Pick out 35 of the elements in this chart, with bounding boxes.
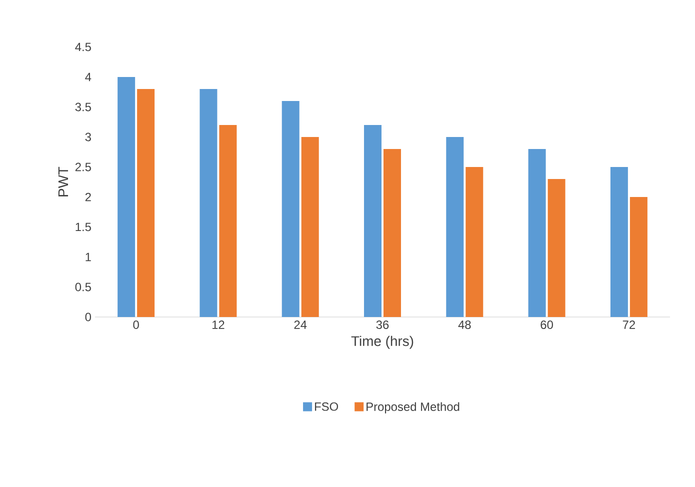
bar (466, 167, 484, 318)
y-tick-label: 4 (85, 72, 92, 82)
legend-label: FSO (315, 402, 338, 411)
y-tick-label: 3 (85, 132, 91, 142)
x-tick-label: 12 (212, 320, 224, 329)
bar (610, 167, 628, 318)
y-tick-label: 2 (85, 192, 91, 202)
bar (282, 101, 300, 318)
x-axis-title: Time (hrs) (351, 336, 414, 349)
y-tick-label: 1.5 (76, 222, 91, 232)
y-tick-label: 3.5 (75, 102, 91, 112)
bar (219, 125, 237, 318)
x-tick-label: 24 (294, 320, 307, 329)
bar (630, 197, 648, 318)
x-tick-label: 72 (622, 320, 635, 329)
bar (446, 137, 464, 318)
bar (137, 89, 155, 318)
bar (364, 125, 382, 318)
bar (384, 149, 401, 318)
bar (528, 149, 546, 318)
x-tick-label: 60 (540, 320, 553, 329)
bar (118, 77, 136, 318)
y-axis-title: PWT (58, 166, 68, 196)
x-tick-label: 0 (133, 320, 139, 329)
y-tick-label: 0.5 (75, 282, 91, 292)
y-tick-label: 1 (86, 252, 91, 262)
legend-label: Proposed Method (366, 402, 460, 414)
bar (548, 179, 566, 318)
y-tick-label: 2.5 (75, 162, 91, 172)
y-tick-label: 4.5 (75, 42, 91, 52)
x-tick-label: 36 (376, 320, 389, 329)
bar (301, 137, 319, 318)
y-tick-label: 0 (85, 312, 92, 322)
bar (200, 89, 218, 318)
x-tick-label: 48 (458, 320, 471, 329)
